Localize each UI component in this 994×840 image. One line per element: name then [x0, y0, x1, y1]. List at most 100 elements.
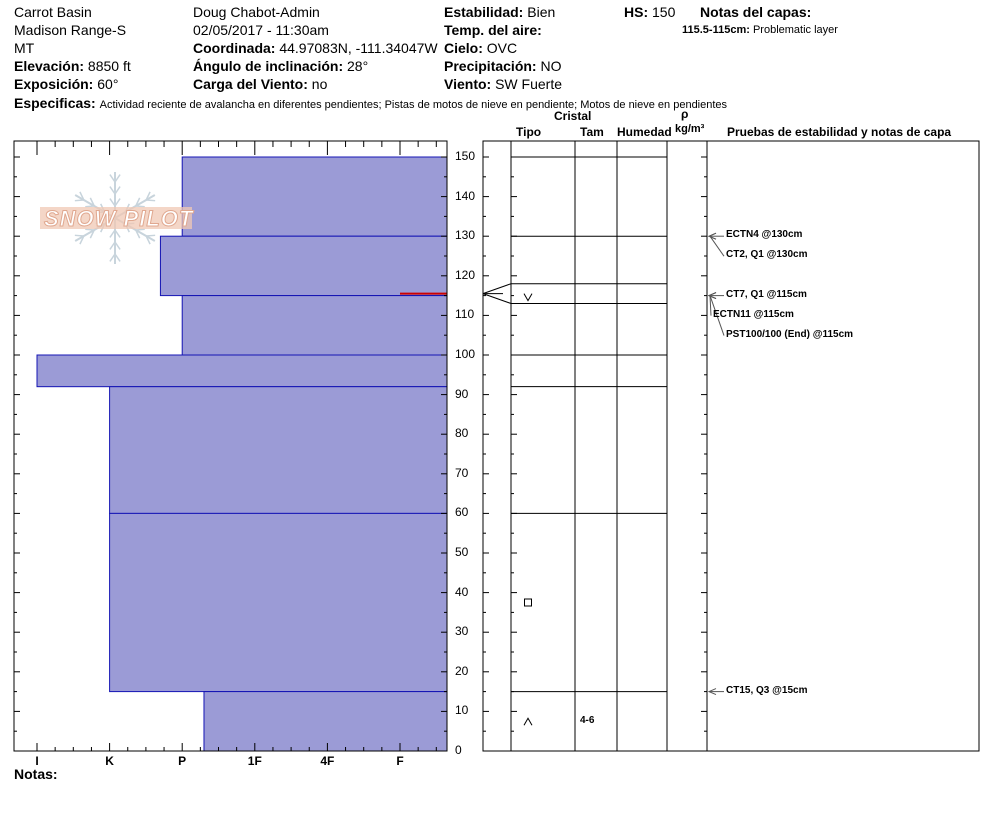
- precip-label: Precipitación:: [444, 58, 537, 74]
- test-arrowhead: [707, 688, 717, 696]
- test-label: ECTN4 @130cm: [726, 229, 803, 241]
- y-tick-label: 110: [455, 307, 475, 322]
- hardness-bar: [203, 691, 448, 752]
- snowflake-branch: [114, 174, 121, 183]
- windload-label: Carga del Viento:: [193, 76, 308, 92]
- hardness-tick-label: K: [105, 754, 114, 768]
- hardness-bar: [159, 235, 448, 297]
- col-crystal: Cristal: [554, 109, 592, 123]
- hardness-bar: [181, 156, 448, 237]
- depth-hoar-symbol: [523, 717, 533, 726]
- col-type: Tipo: [516, 125, 542, 139]
- snowflake-branch: [85, 228, 95, 231]
- coordinates: Coordinada: 44.97083N, -111.34047W: [193, 40, 438, 56]
- slope-label: Ángulo de inclinación:: [193, 58, 344, 74]
- chart-frames: [13, 140, 980, 752]
- test-arrow: [709, 295, 725, 336]
- col-moisture: Humedad: [617, 125, 672, 139]
- logo-text: SNOW PILOT: [43, 206, 194, 232]
- y-tick-label: 70: [455, 465, 469, 480]
- y-tick-label: 130: [455, 228, 476, 243]
- test-label: CT15, Q3 @15cm: [726, 684, 808, 696]
- aspect: Exposición: 60°: [14, 76, 118, 92]
- snowflake-branch: [114, 253, 121, 262]
- hardness-bar: [36, 354, 448, 388]
- snowflake-branch: [109, 198, 116, 207]
- y-tick-label: 140: [455, 188, 476, 203]
- col-rho: ρ: [681, 107, 689, 121]
- col-tests: Pruebas de estabilidad y notas de capa: [727, 125, 952, 139]
- y-tick-label: 10: [455, 703, 469, 718]
- snowflake-branch: [146, 199, 156, 202]
- snowflake-branch: [114, 186, 121, 195]
- hardness-tick-label: I: [35, 754, 39, 768]
- layer-connector: [482, 293, 512, 304]
- hardness-frame: [13, 140, 448, 752]
- precip-value: NO: [540, 58, 562, 74]
- hardness-bar: [109, 386, 448, 514]
- precipitation: Precipitación: NO: [444, 58, 561, 74]
- snowflake-branch: [146, 234, 156, 237]
- crystal-symbols: [523, 293, 533, 726]
- hs-label: HS:: [624, 4, 649, 20]
- elevation-label: Elevación:: [14, 58, 85, 74]
- aspect-value: 60°: [97, 76, 119, 92]
- y-tick-label: 40: [455, 584, 469, 599]
- snowflake-branch: [109, 174, 116, 183]
- range: Madison Range-S: [14, 22, 127, 38]
- y-tick-label: 30: [455, 624, 469, 639]
- sky-label: Cielo:: [444, 40, 483, 56]
- datetime: 02/05/2017 - 11:30am: [193, 22, 329, 38]
- stability-label: Estabilidad:: [444, 4, 524, 20]
- snowflake-branch: [109, 253, 116, 262]
- notes-label: Notas:: [14, 766, 58, 782]
- test-label: ECTN11 @115cm: [713, 308, 794, 320]
- y-tick-label: 90: [455, 386, 469, 401]
- snowflake-branch: [114, 241, 121, 250]
- hardness-tick-label: 4F: [320, 754, 335, 768]
- coord-value: 44.97083N, -111.34047W: [279, 40, 438, 56]
- aspect-label: Exposición:: [14, 76, 94, 92]
- test-arrow: [709, 295, 712, 316]
- sky-value: OVC: [486, 40, 518, 56]
- snowflake-branch: [79, 235, 85, 245]
- crystal-size-label: 4-6: [580, 715, 595, 727]
- wind-label: Viento:: [444, 76, 492, 92]
- axis-ticks: [14, 141, 707, 752]
- y-tick-label: 20: [455, 663, 469, 678]
- faceted-symbol: [524, 598, 532, 607]
- snowflake-branch: [109, 229, 116, 238]
- y-tick-label: 100: [455, 347, 476, 361]
- snowflake-branch: [145, 191, 151, 201]
- test-label: CT7, Q1 @115cm: [726, 288, 807, 300]
- windload-value: no: [311, 76, 328, 92]
- elevation-value: 8850 ft: [87, 58, 131, 74]
- snowflake-branch: [74, 234, 84, 237]
- logo-band: [40, 207, 192, 229]
- layer-lines: [482, 156, 667, 693]
- snowflake-branch: [145, 235, 151, 245]
- y-tick-label: 60: [455, 505, 469, 520]
- snowflake-branch: [89, 197, 95, 207]
- test-label: PST100/100 (End) @115cm: [726, 328, 854, 340]
- snow-height: HS: 150: [624, 4, 675, 20]
- test-arrow: [709, 235, 725, 257]
- air-temp: Temp. del aire:: [444, 22, 542, 38]
- hardness-bars: [36, 156, 448, 752]
- hardness-tick-label: 1F: [247, 754, 262, 768]
- y-tick-label: 120: [455, 267, 476, 282]
- snowflake-branch: [114, 229, 121, 238]
- wind-load: Carga del Viento: no: [193, 76, 327, 92]
- snowflake-branch: [135, 229, 141, 239]
- slope-value: 28°: [347, 58, 369, 74]
- y-tick-label: 50: [455, 545, 469, 559]
- snowpilot-logo: [40, 172, 192, 264]
- snowflake-branch: [79, 191, 85, 201]
- layer-notes-range: 115.5-115cm:: [682, 24, 750, 36]
- sky: Cielo: OVC: [444, 40, 518, 56]
- layer-notes-text: Problematic layer: [752, 24, 838, 36]
- col-size: Tam: [580, 125, 604, 139]
- test-label: CT2, Q1 @130cm: [726, 249, 808, 261]
- hardness-tick-label: F: [396, 754, 404, 768]
